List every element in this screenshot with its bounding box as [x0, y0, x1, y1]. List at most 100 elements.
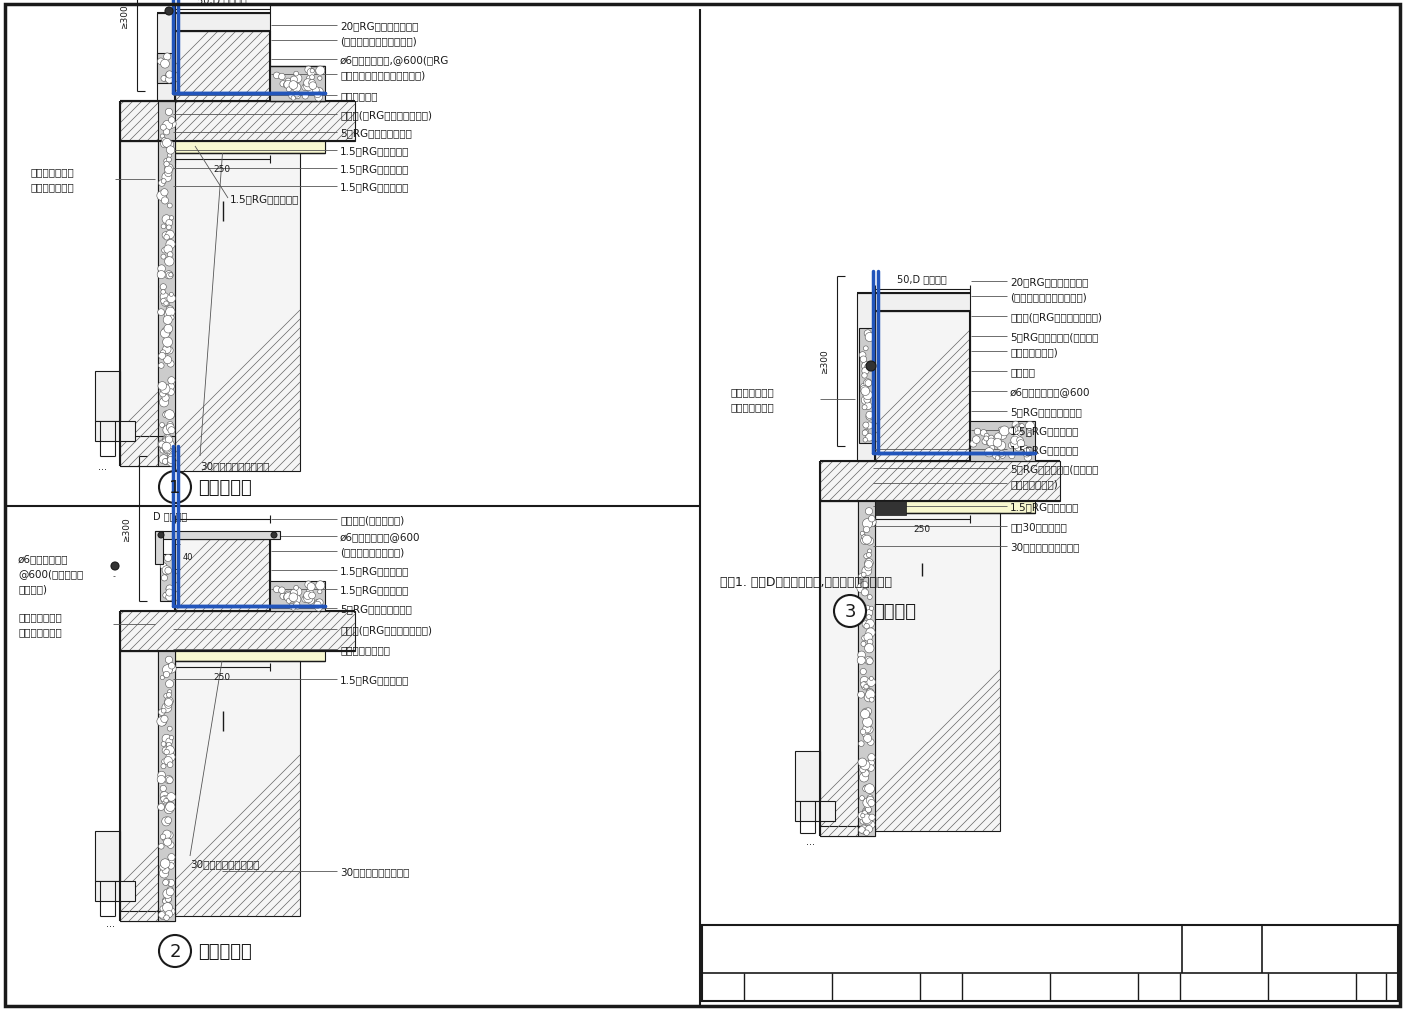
Text: @600(钉头用密封: @600(钉头用密封 [18, 568, 83, 578]
Bar [795, 801, 835, 821]
Circle shape [864, 807, 870, 812]
Bar [157, 437, 176, 466]
Circle shape [164, 410, 174, 420]
Bar [858, 501, 875, 836]
Bar [176, 540, 270, 612]
Text: 1.5厚RG涂料附加层: 1.5厚RG涂料附加层 [230, 194, 299, 204]
Circle shape [868, 516, 875, 523]
Circle shape [867, 615, 871, 620]
Circle shape [280, 593, 287, 600]
Text: 1.5厚RG涂料附加层: 1.5厚RG涂料附加层 [340, 565, 409, 575]
Circle shape [164, 8, 173, 16]
Circle shape [860, 352, 865, 359]
Text: 1.5厚RG涂料附加层: 1.5厚RG涂料附加层 [340, 182, 409, 192]
Text: 外墙保温、饰面: 外墙保温、饰面 [18, 612, 62, 622]
Circle shape [1026, 422, 1034, 431]
Circle shape [863, 770, 870, 777]
Circle shape [1017, 440, 1024, 448]
Circle shape [867, 658, 873, 665]
Circle shape [861, 681, 870, 691]
Text: 20厚RG聚合物水泥砂浆: 20厚RG聚合物水泥砂浆 [340, 21, 419, 31]
Bar [795, 751, 821, 801]
Circle shape [166, 241, 176, 250]
Circle shape [164, 344, 169, 348]
Circle shape [166, 307, 176, 317]
Text: 保温板(用RG聚合物砂浆粘贴): 保温板(用RG聚合物砂浆粘贴) [1010, 311, 1102, 321]
Text: 混凝土女儿墙: 混凝土女儿墙 [340, 91, 378, 101]
Text: 1.5厚RG涂料防水层: 1.5厚RG涂料防水层 [340, 164, 409, 174]
Circle shape [289, 593, 298, 602]
Circle shape [166, 593, 173, 602]
Circle shape [162, 249, 167, 254]
Circle shape [868, 814, 875, 821]
Text: 耐碱玻纤网格布): 耐碱玻纤网格布) [1010, 478, 1058, 488]
Circle shape [159, 442, 166, 448]
Circle shape [169, 315, 174, 320]
Circle shape [162, 77, 167, 82]
Circle shape [857, 656, 865, 665]
Circle shape [166, 437, 173, 444]
Circle shape [166, 802, 174, 809]
Circle shape [163, 665, 173, 675]
Circle shape [309, 83, 316, 90]
Circle shape [166, 680, 174, 688]
Circle shape [1009, 428, 1016, 435]
Circle shape [162, 796, 170, 804]
Circle shape [167, 295, 176, 303]
Circle shape [863, 725, 871, 733]
Circle shape [167, 904, 171, 908]
Circle shape [167, 383, 174, 390]
Circle shape [858, 573, 865, 580]
Circle shape [160, 194, 166, 201]
Circle shape [860, 586, 867, 592]
Circle shape [863, 786, 870, 792]
Circle shape [164, 805, 174, 814]
Circle shape [864, 364, 871, 371]
Circle shape [163, 830, 171, 839]
Circle shape [311, 70, 315, 74]
Circle shape [864, 830, 870, 836]
Circle shape [166, 347, 173, 355]
Circle shape [292, 84, 301, 93]
Circle shape [306, 589, 313, 595]
Text: 华卫东: 华卫东 [996, 982, 1016, 992]
Circle shape [162, 742, 166, 747]
Circle shape [865, 726, 873, 734]
Bar [857, 294, 875, 462]
Circle shape [863, 786, 868, 792]
Circle shape [166, 742, 171, 747]
Circle shape [1012, 422, 1019, 429]
Circle shape [993, 439, 1002, 448]
Circle shape [167, 887, 173, 893]
Circle shape [160, 720, 166, 726]
Circle shape [159, 709, 166, 716]
Circle shape [167, 664, 176, 673]
Text: 07CJ10: 07CJ10 [1291, 936, 1370, 956]
Circle shape [160, 859, 170, 868]
Circle shape [863, 810, 867, 815]
Circle shape [865, 628, 875, 637]
Bar [875, 311, 969, 462]
Text: 外墙保温、饰面: 外墙保温、饰面 [30, 167, 73, 177]
Circle shape [308, 69, 315, 77]
Text: 250: 250 [214, 165, 230, 173]
Bar [160, 554, 173, 602]
Circle shape [313, 602, 322, 609]
Circle shape [316, 67, 325, 76]
Circle shape [166, 225, 171, 231]
Circle shape [860, 796, 864, 801]
Circle shape [169, 663, 176, 669]
Bar [155, 532, 163, 564]
Circle shape [858, 741, 864, 747]
Circle shape [163, 838, 171, 846]
Circle shape [166, 142, 174, 150]
Circle shape [166, 73, 173, 79]
Bar [176, 154, 301, 471]
Circle shape [864, 379, 871, 387]
Circle shape [1000, 453, 1006, 459]
Bar [157, 102, 176, 466]
Circle shape [318, 589, 322, 594]
Circle shape [861, 681, 867, 687]
Circle shape [294, 72, 298, 77]
Text: 50,D 女儿墙厚: 50,D 女儿墙厚 [898, 274, 947, 284]
